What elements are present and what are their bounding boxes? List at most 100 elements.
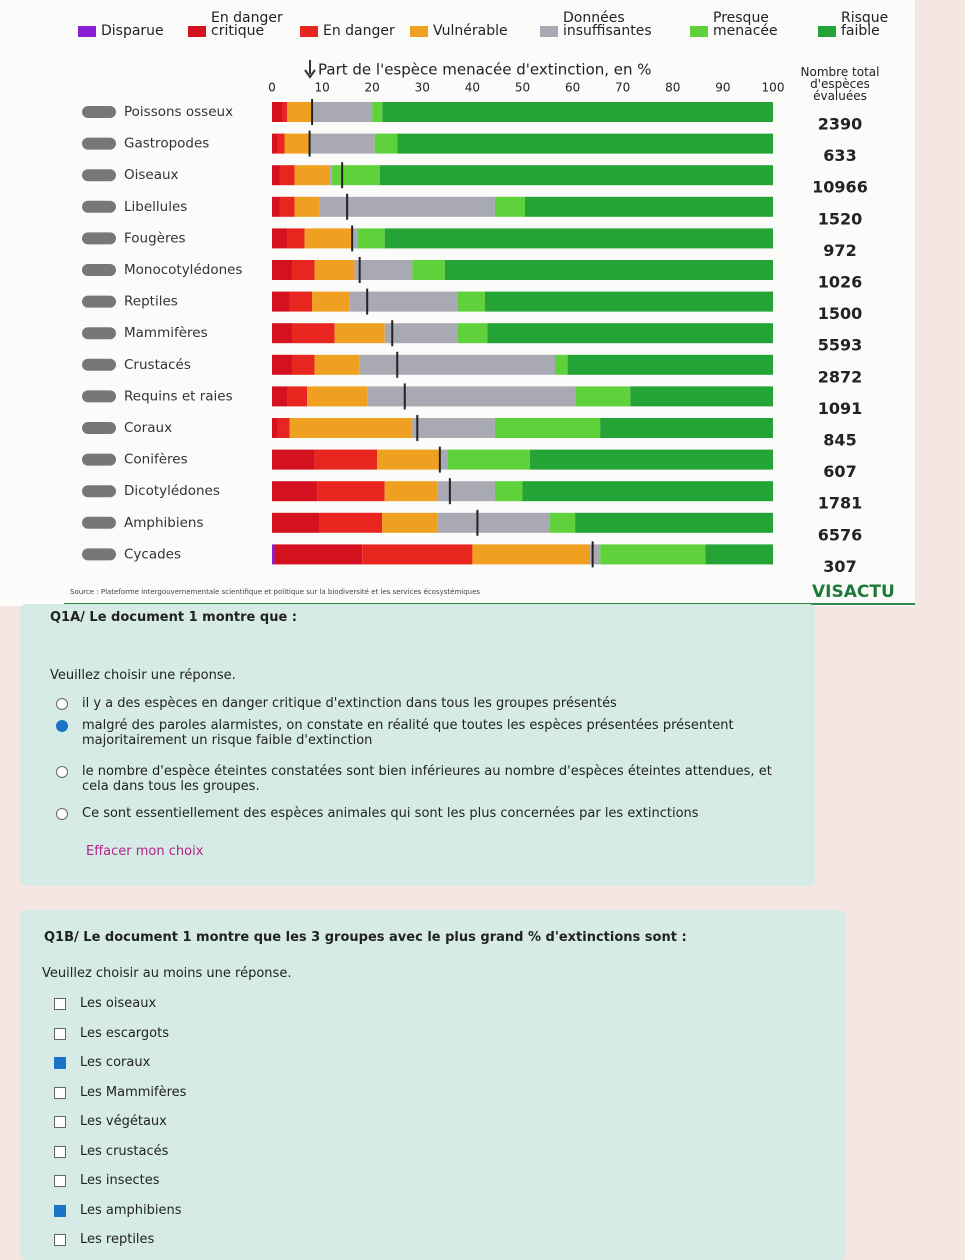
bar-segment [272, 354, 293, 375]
option-label: malgré des paroles alarmistes, on consta… [82, 718, 734, 748]
total-value: 1781 [818, 494, 863, 513]
checkbox-option[interactable]: Les coraux [54, 1055, 150, 1070]
checkbox[interactable] [54, 998, 66, 1010]
radio-button[interactable] [56, 698, 68, 710]
bar-segment [384, 481, 438, 502]
category-icon [82, 200, 116, 213]
bar-segment [382, 512, 438, 533]
legend-swatch [818, 26, 836, 37]
bar-segment [272, 481, 318, 502]
bar-segment [287, 102, 313, 122]
radio-button[interactable] [56, 766, 68, 778]
question: Q1B/ Le document 1 montre que les 3 grou… [44, 930, 687, 945]
radio-option[interactable]: il y a des espèces en danger critique d'… [56, 696, 776, 711]
bar-segment [705, 544, 773, 565]
bar-segment [384, 228, 773, 249]
question-panel: Q1A/ Le document 1 montre que : Veuillez … [20, 604, 815, 886]
radio-option[interactable]: Ce sont essentiellement des espèces anim… [56, 806, 776, 821]
total-value: 10966 [812, 178, 868, 197]
option-label: Les oiseaux [80, 996, 157, 1011]
checkbox[interactable] [54, 1234, 66, 1246]
bar-segment [444, 260, 773, 280]
checkbox-option[interactable]: Les escargots [54, 1026, 169, 1041]
category-label: Crustacés [124, 357, 191, 373]
category-icon [82, 264, 116, 276]
bar-segment [312, 291, 350, 312]
bar-segment [272, 512, 320, 533]
category-label: Dicotylédones [124, 483, 220, 499]
checkbox[interactable] [54, 1086, 66, 1099]
category-label: Gastropodes [124, 136, 209, 152]
totals-header: Nombre total d'espèces évaluées [801, 65, 880, 103]
checkbox-option[interactable]: Les crustacés [54, 1144, 168, 1159]
category-label: Conifères [124, 452, 188, 468]
bar-segment [382, 102, 773, 122]
checkbox[interactable] [54, 1204, 66, 1217]
bar-segment [289, 418, 413, 438]
legend-label: Données insuffisantes [563, 10, 652, 39]
checkbox[interactable] [54, 1057, 66, 1069]
legend-label: En danger critique [211, 10, 283, 39]
checkbox[interactable] [54, 1027, 66, 1040]
checkbox-option[interactable]: Les végétaux [54, 1114, 167, 1129]
category-icon [82, 485, 116, 498]
category-icon [82, 548, 116, 561]
category-label: Mammifères [124, 325, 208, 341]
option-label: Ce sont essentiellement des espèces anim… [82, 806, 699, 821]
question: Q1A/ Le document 1 montre que : [50, 610, 297, 625]
bar-segment [457, 291, 485, 312]
bar-segment [439, 449, 448, 470]
x-tick-label: 10 [314, 81, 329, 95]
clear-link[interactable]: Effacer mon choix [86, 844, 204, 859]
total-value: 1026 [818, 273, 863, 292]
category-label: Oiseaux [124, 167, 179, 183]
bar-segment [272, 260, 293, 280]
bar-segment [447, 449, 531, 470]
checkbox-option[interactable]: Les insectes [54, 1173, 160, 1188]
checkbox-option[interactable]: Les amphibiens [54, 1203, 182, 1218]
option-label: Les escargots [80, 1025, 169, 1041]
bar-segment [412, 418, 495, 438]
radio-button[interactable] [56, 808, 68, 820]
total-value: 972 [823, 241, 856, 260]
radio-option[interactable]: le nombre d'espèce éteintes constatées s… [56, 764, 776, 794]
bar-segment [550, 512, 576, 533]
radio-button[interactable] [56, 720, 68, 732]
checkbox-option[interactable]: Les oiseaux [54, 996, 156, 1011]
bar-segment [272, 386, 288, 407]
bar-segment [349, 291, 458, 312]
category-icon [82, 137, 116, 150]
checkbox-option[interactable]: Les Mammifères [54, 1085, 186, 1100]
x-tick-label: 30 [415, 81, 430, 95]
checkbox-option[interactable]: Les reptiles [54, 1232, 154, 1247]
radio-option[interactable]: malgré des paroles alarmistes, on consta… [56, 718, 776, 748]
bar-segment [555, 354, 568, 375]
bar-segment [367, 386, 576, 407]
category-label: Amphibiens [124, 515, 203, 531]
checkbox[interactable] [54, 1116, 66, 1128]
category-icon [82, 422, 116, 434]
checkbox[interactable] [54, 1145, 66, 1158]
category-label: Poissons osseux [124, 104, 233, 120]
checkbox[interactable] [54, 1175, 66, 1187]
bar-segment [319, 196, 495, 217]
option-label: Les amphibiens [80, 1202, 182, 1218]
bar-segment [600, 418, 773, 438]
question-panel: Q1B/ Le document 1 montre que les 3 grou… [20, 910, 846, 1260]
legend-label: Risque faible [841, 10, 889, 39]
bar-segment [397, 133, 773, 154]
bar-segment [272, 165, 280, 186]
bar-segment [319, 512, 383, 533]
bar-segment [279, 165, 295, 186]
bar-segment [272, 102, 283, 122]
chart-area: Disparue En danger critique En danger Vulné… [0, 0, 915, 606]
total-value: 845 [823, 431, 856, 450]
bar-segment [494, 418, 601, 438]
total-value: 607 [823, 462, 856, 481]
bar-segment [272, 544, 275, 565]
axis-title: Part de l'espèce menacée d'extinction, e… [318, 61, 652, 79]
x-tick-label: 50 [515, 81, 530, 95]
category-label: Reptiles [124, 294, 178, 310]
bar-segment [272, 196, 280, 217]
